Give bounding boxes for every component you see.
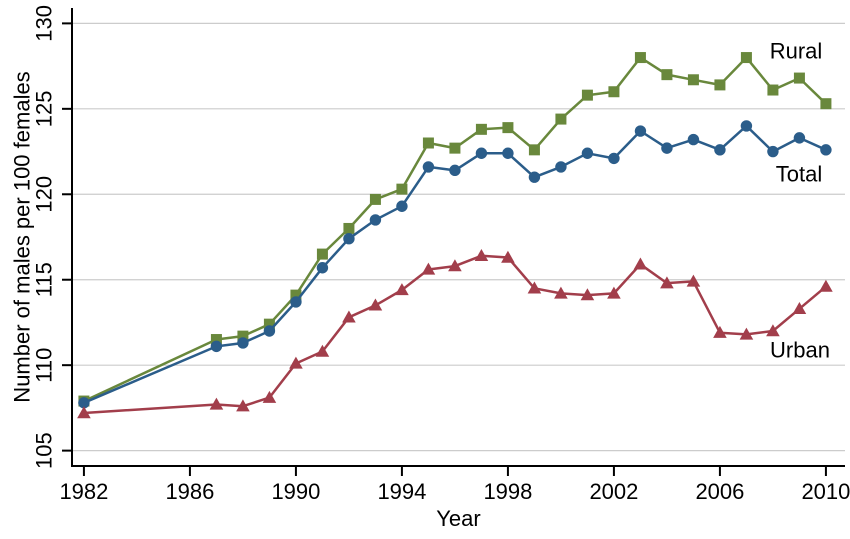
x-axis-title: Year bbox=[436, 506, 480, 531]
series-total-marker-2009 bbox=[794, 132, 805, 143]
series-total-marker-2003 bbox=[635, 125, 646, 136]
series-urban bbox=[77, 249, 833, 418]
series-rural-marker-2003 bbox=[635, 52, 646, 63]
series-total-marker-1998 bbox=[502, 148, 513, 159]
y-tick-label-105: 105 bbox=[32, 432, 57, 469]
series-total-marker-1992 bbox=[343, 233, 354, 244]
series-urban-marker-2003 bbox=[634, 258, 648, 270]
series-total-marker-2008 bbox=[767, 146, 778, 157]
series-rural-marker-1992 bbox=[343, 223, 354, 234]
y-tick-label-130: 130 bbox=[32, 5, 57, 42]
series-rural-marker-2004 bbox=[661, 69, 672, 80]
series-total-marker-1994 bbox=[396, 201, 407, 212]
x-tick-label-2010: 2010 bbox=[801, 479, 850, 504]
series-rural-marker-2009 bbox=[794, 73, 805, 84]
series-total-marker-2007 bbox=[741, 120, 752, 131]
series-rural-marker-2007 bbox=[741, 52, 752, 63]
series-label-urban: Urban bbox=[770, 338, 830, 363]
series-total-marker-1995 bbox=[423, 161, 434, 172]
series-rural-marker-2005 bbox=[688, 74, 699, 85]
x-tick-label-1990: 1990 bbox=[271, 479, 320, 504]
series-rural-marker-2001 bbox=[582, 90, 593, 101]
x-tick-label-2006: 2006 bbox=[695, 479, 744, 504]
series-total-marker-1993 bbox=[370, 214, 381, 225]
series-total-marker-1997 bbox=[476, 148, 487, 159]
series-rural-marker-1993 bbox=[370, 194, 381, 205]
series-total-marker-1987 bbox=[211, 341, 222, 352]
series-rural-marker-1995 bbox=[423, 138, 434, 149]
series-total-marker-2002 bbox=[608, 153, 619, 164]
series-rural-marker-1999 bbox=[529, 144, 540, 155]
y-tick-label-115: 115 bbox=[32, 262, 57, 297]
data-series bbox=[77, 52, 833, 418]
series-total-marker-2010 bbox=[820, 144, 831, 155]
series-rural-marker-1997 bbox=[476, 124, 487, 135]
series-total-marker-1990 bbox=[290, 296, 301, 307]
series-total-marker-1999 bbox=[529, 171, 540, 182]
series-urban-marker-1993 bbox=[369, 299, 383, 311]
series-total-marker-2001 bbox=[582, 148, 593, 159]
series-rural-marker-1994 bbox=[396, 184, 407, 195]
series-rural-marker-2010 bbox=[820, 98, 831, 109]
x-tick-label-2002: 2002 bbox=[589, 479, 638, 504]
series-rural-marker-2008 bbox=[767, 85, 778, 96]
series-total-marker-2006 bbox=[714, 144, 725, 155]
series-rural bbox=[78, 52, 831, 407]
series-total-marker-1991 bbox=[317, 262, 328, 273]
series-rural-marker-1998 bbox=[502, 122, 513, 133]
series-rural-marker-2000 bbox=[555, 114, 566, 125]
series-total-marker-2000 bbox=[555, 161, 566, 172]
series-total-marker-1989 bbox=[264, 325, 275, 336]
y-tick-label-110: 110 bbox=[32, 348, 57, 383]
series-rural-marker-1996 bbox=[449, 143, 460, 154]
x-tick-label-1994: 1994 bbox=[377, 479, 426, 504]
x-tick-label-1986: 1986 bbox=[165, 479, 214, 504]
series-urban-marker-2010 bbox=[819, 280, 833, 292]
gridlines bbox=[72, 23, 845, 450]
y-tick-label-120: 120 bbox=[32, 176, 57, 213]
x-tick-label-1998: 1998 bbox=[483, 479, 532, 504]
series-rural-marker-2002 bbox=[608, 86, 619, 97]
series-label-rural: Rural bbox=[770, 39, 823, 64]
series-total-marker-2004 bbox=[661, 142, 672, 153]
series-total-marker-1988 bbox=[237, 337, 248, 348]
series-rural-marker-2006 bbox=[714, 79, 725, 90]
series-total-marker-2005 bbox=[688, 134, 699, 145]
series-label-total: Total bbox=[776, 162, 822, 187]
series-total-marker-1996 bbox=[449, 165, 460, 176]
x-tick-label-1982: 1982 bbox=[59, 479, 108, 504]
y-tick-label-125: 125 bbox=[32, 90, 57, 127]
series-rural-marker-1991 bbox=[317, 249, 328, 260]
